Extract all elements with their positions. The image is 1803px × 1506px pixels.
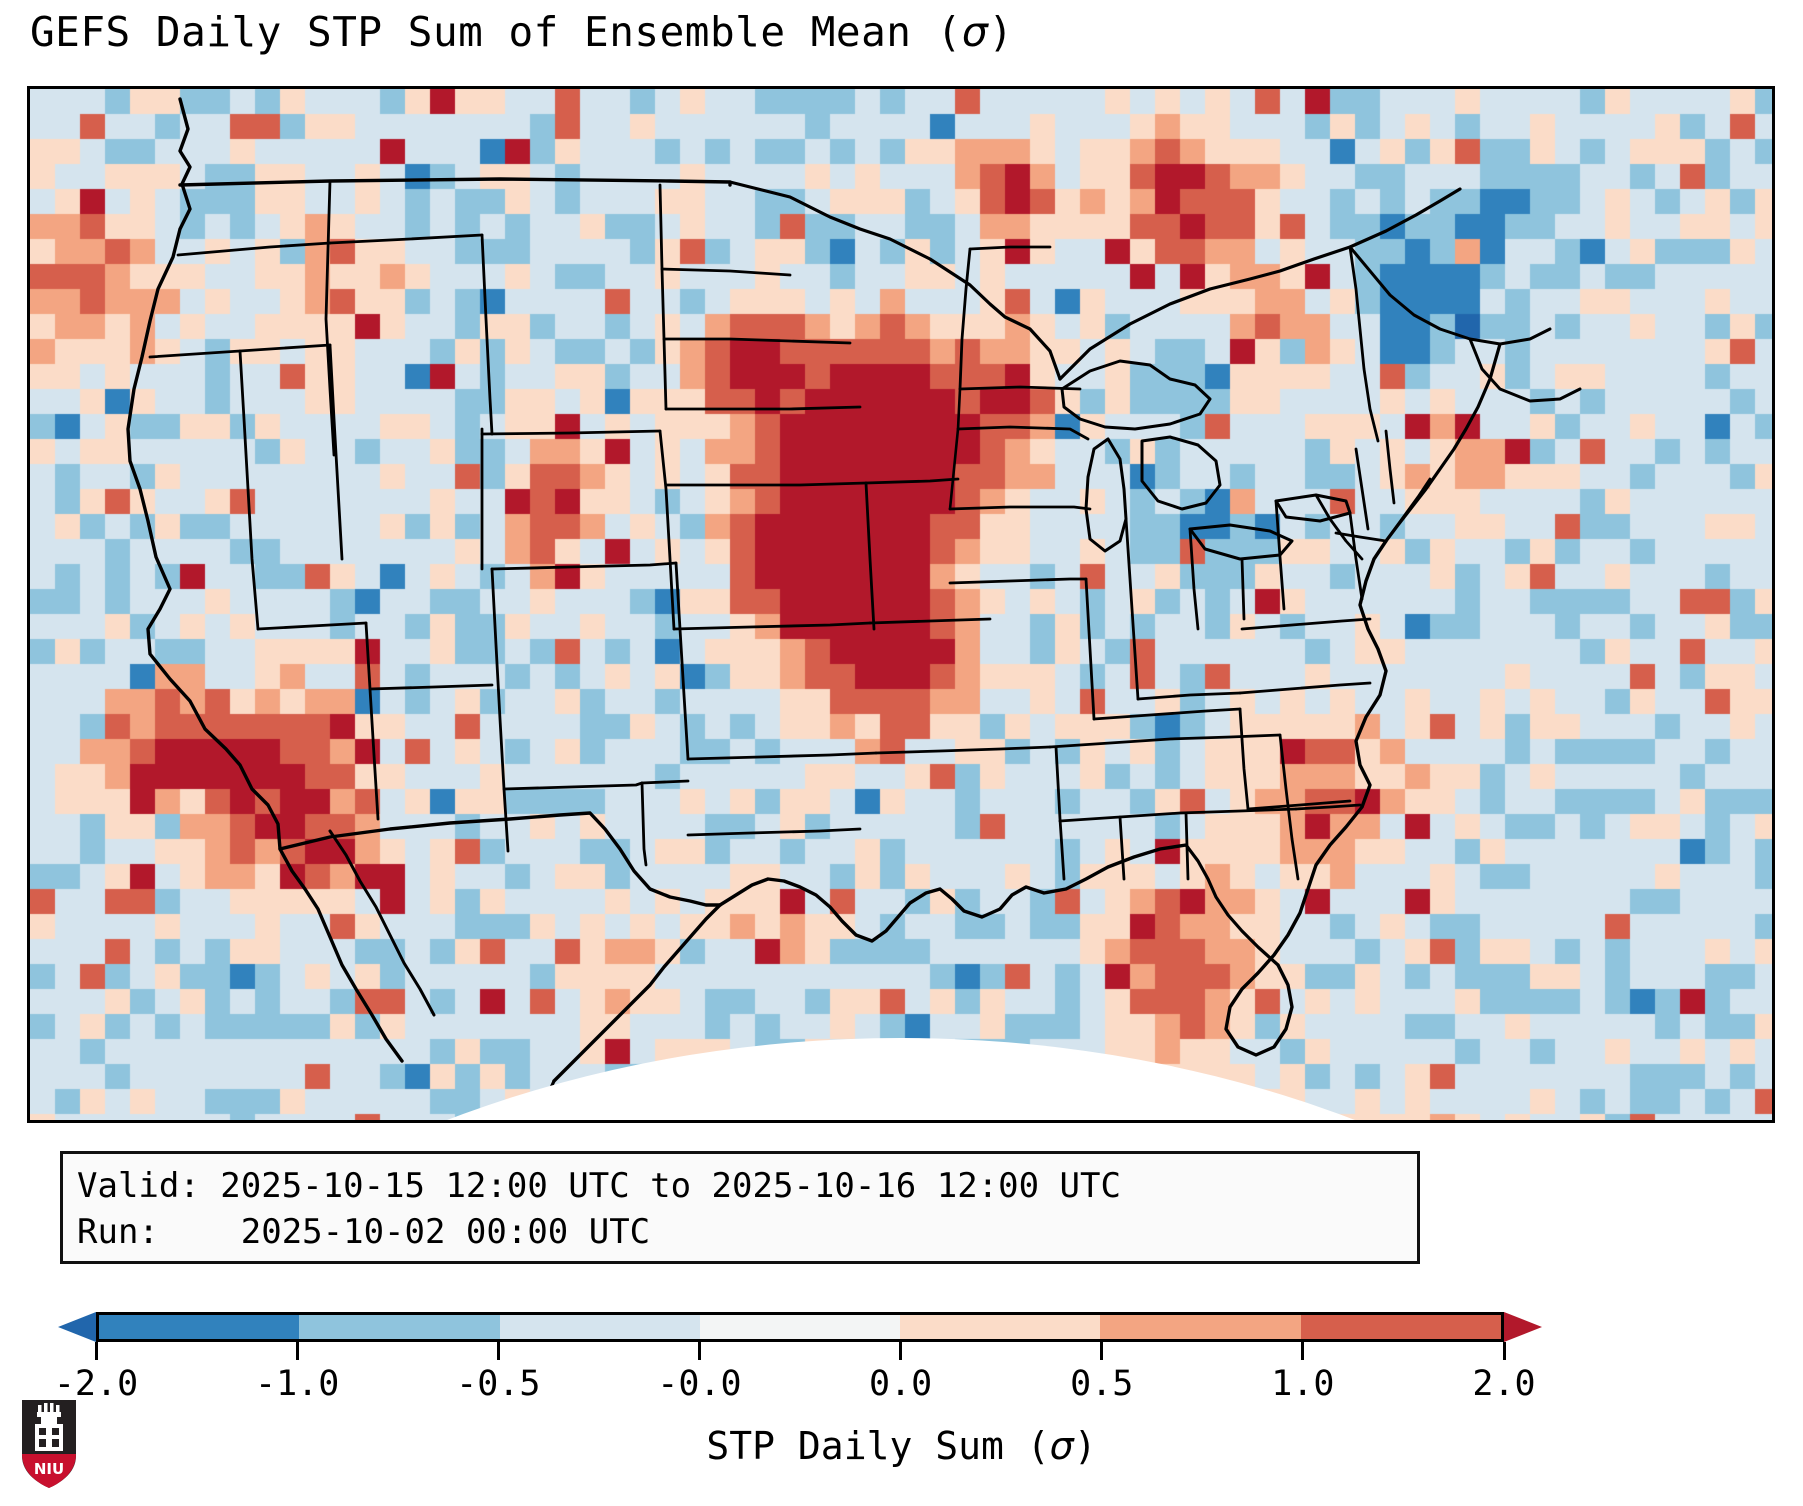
colorbar-band-2	[499, 1315, 700, 1339]
colorbar-ticks: -2.0 -1.0 -0.5 -0.0 0.0 0.5 1.0 2.0	[0, 1342, 1803, 1412]
colorbar-band-3	[699, 1315, 901, 1339]
colorbar-band-5	[1100, 1315, 1301, 1339]
colorbar-extend-high-arrow	[1504, 1312, 1542, 1342]
svg-text:NIU: NIU	[34, 1460, 64, 1478]
colorbar-tick-5	[1100, 1342, 1104, 1360]
colorbar-tick-label-2: -0.5	[456, 1364, 541, 1404]
colorbar-extend-low-arrow	[58, 1312, 96, 1342]
colorbar-tick-label-7: 2.0	[1472, 1364, 1536, 1404]
colorbar-band-4	[900, 1315, 1101, 1339]
colorbar-tick-label-3: -0.0	[657, 1364, 742, 1404]
niu-logo: NIU	[22, 1400, 76, 1488]
colorbar-tick-label-5: 0.5	[1070, 1364, 1134, 1404]
map-clip	[30, 89, 1772, 1120]
colorbar-tick-3	[697, 1342, 701, 1360]
figure-title-suffix: )	[988, 8, 1014, 56]
figure-title: GEFS Daily STP Sum of Ensemble Mean (σ)	[30, 12, 1530, 53]
colorbar-tick-4	[899, 1342, 903, 1360]
colorbar-tick-label-6: 1.0	[1271, 1364, 1335, 1404]
colorbar-tick-label-1: -1.0	[254, 1364, 340, 1404]
colorbar-tick-7	[1502, 1342, 1506, 1360]
colorbar-label-suffix: )	[1073, 1424, 1097, 1468]
figure-title-prefix: GEFS Daily STP Sum of Ensemble Mean (	[30, 8, 962, 56]
colorbar-tick-6	[1301, 1342, 1305, 1360]
colorbar-band-1	[299, 1315, 500, 1339]
colorbar-tick-0	[94, 1342, 98, 1360]
colorbar-tick-1	[295, 1342, 299, 1360]
colorbar-axis-label: STP Daily Sum (σ)	[0, 1424, 1803, 1468]
sigma-symbol-colorbar: σ	[1049, 1424, 1074, 1468]
forecast-info-box: Valid: 2025-10-15 12:00 UTC to 2025-10-1…	[60, 1151, 1420, 1264]
colorbar-bands	[96, 1312, 1504, 1342]
sigma-symbol-title: σ	[961, 8, 989, 56]
colorbar-label-prefix: STP Daily Sum (	[706, 1424, 1050, 1468]
colorbar-band-6	[1300, 1315, 1501, 1339]
run-time-line: Run: 2025-10-02 00:00 UTC	[77, 1212, 651, 1253]
geography-overlay	[126, 97, 1582, 1119]
valid-time-line: Valid: 2025-10-15 12:00 UTC to 2025-10-1…	[77, 1166, 1121, 1206]
colorbar[interactable]: -2.0 -1.0 -0.5 -0.0 0.0 0.5 1.0 2.0	[0, 1300, 1803, 1404]
stp-heatmap-layer	[30, 89, 1772, 1120]
map-panel[interactable]	[27, 86, 1775, 1123]
colorbar-band-0	[99, 1315, 300, 1339]
colorbar-tick-2	[496, 1342, 500, 1360]
colorbar-tick-label-0: -2.0	[53, 1364, 139, 1404]
colorbar-tick-label-4: 0.0	[868, 1364, 933, 1404]
